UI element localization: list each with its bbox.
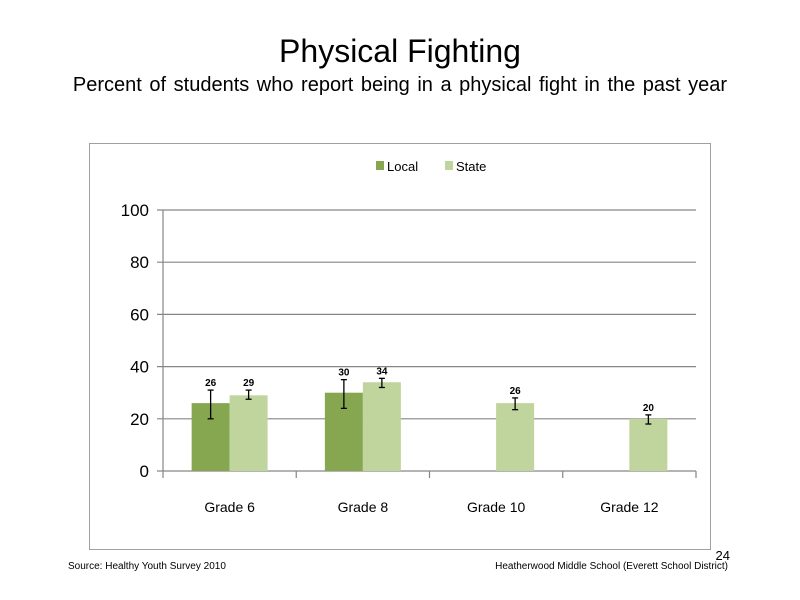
y-tick-label: 80 — [130, 253, 149, 272]
bar-state-grade-6 — [229, 395, 268, 471]
x-category-label: Grade 6 — [204, 499, 255, 515]
chart-frame — [89, 143, 711, 550]
slide-subtitle: Percent of students who report being in … — [72, 74, 728, 96]
data-label: 29 — [243, 378, 255, 389]
legend-label-state: State — [456, 159, 486, 174]
data-label: 26 — [205, 378, 217, 389]
bar-state-grade-12 — [629, 418, 668, 471]
y-tick-label: 20 — [130, 410, 149, 429]
bar-state-grade-10 — [496, 403, 535, 471]
data-label: 34 — [376, 366, 388, 377]
x-category-label: Grade 12 — [600, 499, 659, 515]
x-category-label: Grade 10 — [467, 499, 526, 515]
legend-swatch-local — [376, 161, 384, 170]
y-tick-label: 60 — [130, 305, 149, 324]
slide-title: Physical Fighting — [279, 33, 521, 69]
source-note: Source: Healthy Youth Survey 2010 — [68, 561, 226, 572]
data-label: 26 — [510, 386, 522, 397]
data-label: 30 — [338, 368, 350, 379]
legend-label-local: Local — [387, 159, 418, 174]
data-label: 20 — [643, 403, 655, 414]
page-number: 24 — [715, 548, 730, 563]
legend-swatch-state — [445, 161, 453, 170]
y-tick-label: 40 — [130, 358, 149, 377]
school-note: Heatherwood Middle School (Everett Schoo… — [495, 561, 728, 572]
y-tick-label: 0 — [140, 462, 149, 481]
y-tick-label: 100 — [121, 201, 149, 220]
x-category-label: Grade 8 — [338, 499, 389, 515]
bar-state-grade-8 — [362, 382, 401, 471]
